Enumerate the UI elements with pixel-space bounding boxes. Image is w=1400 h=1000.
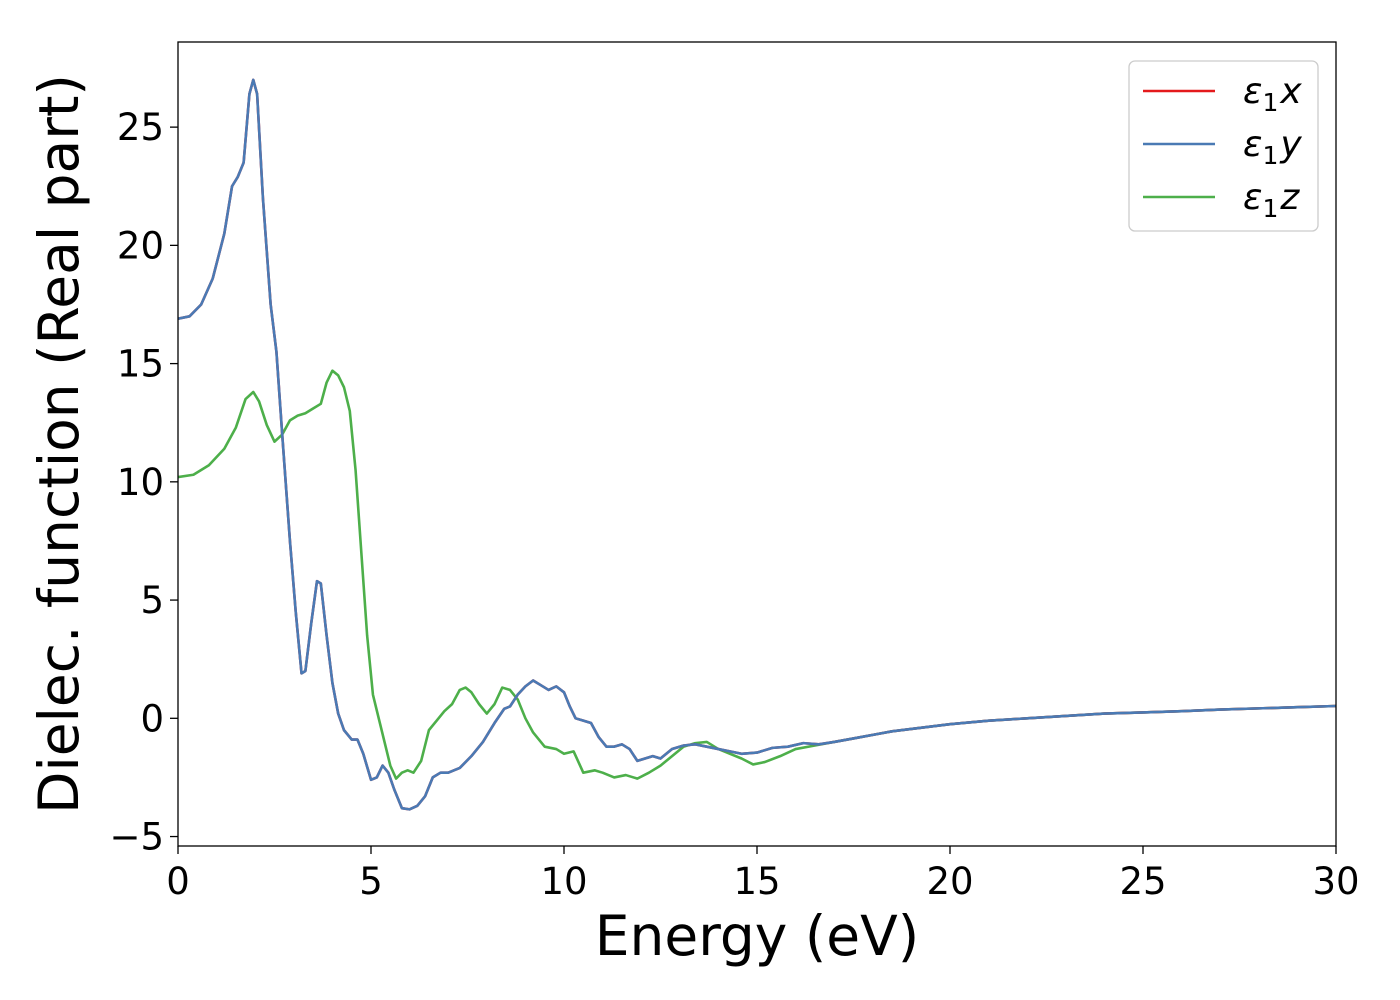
legend-component: x [1279,71,1302,112]
legend-component: z [1279,177,1300,218]
y-tick-label: 0 [140,697,164,740]
y-axis: −5 0 5 10 15 20 25 [109,106,178,859]
plot-area [177,41,1337,847]
legend-subscript: 1 [1262,141,1278,170]
legend-box [1128,60,1319,232]
legend-epsilon: ε [1243,71,1262,112]
legend-subscript: 1 [1262,88,1278,117]
y-tick-label: 15 [117,343,164,386]
x-axis: 0 5 10 15 20 25 30 [166,846,1360,903]
legend-label-y: ε1y [1243,124,1302,170]
x-tick-label: 25 [1119,860,1166,903]
y-tick-label: −5 [109,816,164,859]
series-line-y [178,78,1336,811]
y-tick-label: 10 [117,461,164,504]
x-tick-label: 10 [540,860,587,903]
legend-subscript: 1 [1262,194,1278,223]
y-axis-label: Dielec. function (Real part) [27,74,91,814]
x-tick-label: 20 [926,860,973,903]
x-tick-label: 5 [359,860,383,903]
x-tick-label: 30 [1312,860,1359,903]
legend-epsilon: ε [1243,124,1262,165]
series-layer [178,78,1336,811]
x-tick-label: 0 [166,860,190,903]
x-axis-label: Energy (eV) [595,904,919,968]
y-tick-label: 25 [117,106,164,149]
legend-label-x: ε1x [1243,71,1302,117]
y-tick-label: 20 [117,224,164,267]
legend-component: y [1279,124,1302,165]
legend-epsilon: ε [1243,177,1262,218]
x-tick-label: 15 [733,860,780,903]
y-tick-label: 5 [140,579,164,622]
legend-label-z: ε1z [1243,177,1300,223]
